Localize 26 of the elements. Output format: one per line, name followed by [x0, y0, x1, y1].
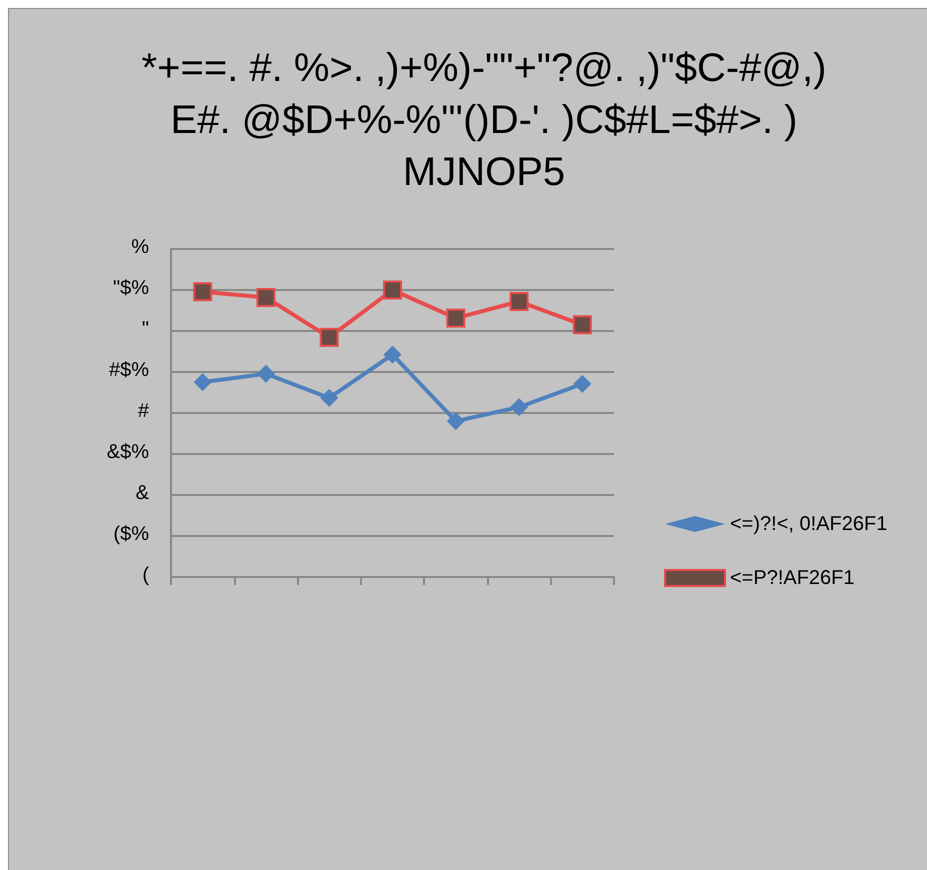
point	[320, 328, 339, 347]
point	[320, 388, 338, 407]
point	[194, 373, 212, 392]
point	[446, 308, 466, 328]
text: "$%	[112, 277, 150, 299]
text: &$%	[106, 441, 150, 463]
text: ($%	[113, 523, 150, 545]
text: #$%	[108, 359, 150, 381]
point	[256, 364, 275, 383]
text: "	[142, 318, 149, 340]
point	[510, 398, 528, 416]
point	[573, 374, 592, 393]
point	[384, 346, 402, 364]
point	[572, 315, 592, 334]
point	[510, 292, 529, 311]
point	[446, 412, 465, 430]
text: #	[138, 400, 150, 422]
text: %	[131, 236, 150, 258]
point	[383, 280, 402, 300]
chart-title: *+==. #. %>. ,)+%)-""+"?@. ,)"$C-#@,) E#. @$D+%-%"'()D-'. )C$#L=$#>. ) MJNOP5	[142, 46, 826, 194]
point	[256, 288, 276, 307]
text: &	[136, 482, 150, 504]
text: (	[142, 564, 150, 586]
legend-label: <=P?!AF26F1	[730, 567, 855, 589]
legend-label: <=)?!<, 0!AF26F1	[730, 513, 888, 535]
point	[193, 282, 212, 302]
